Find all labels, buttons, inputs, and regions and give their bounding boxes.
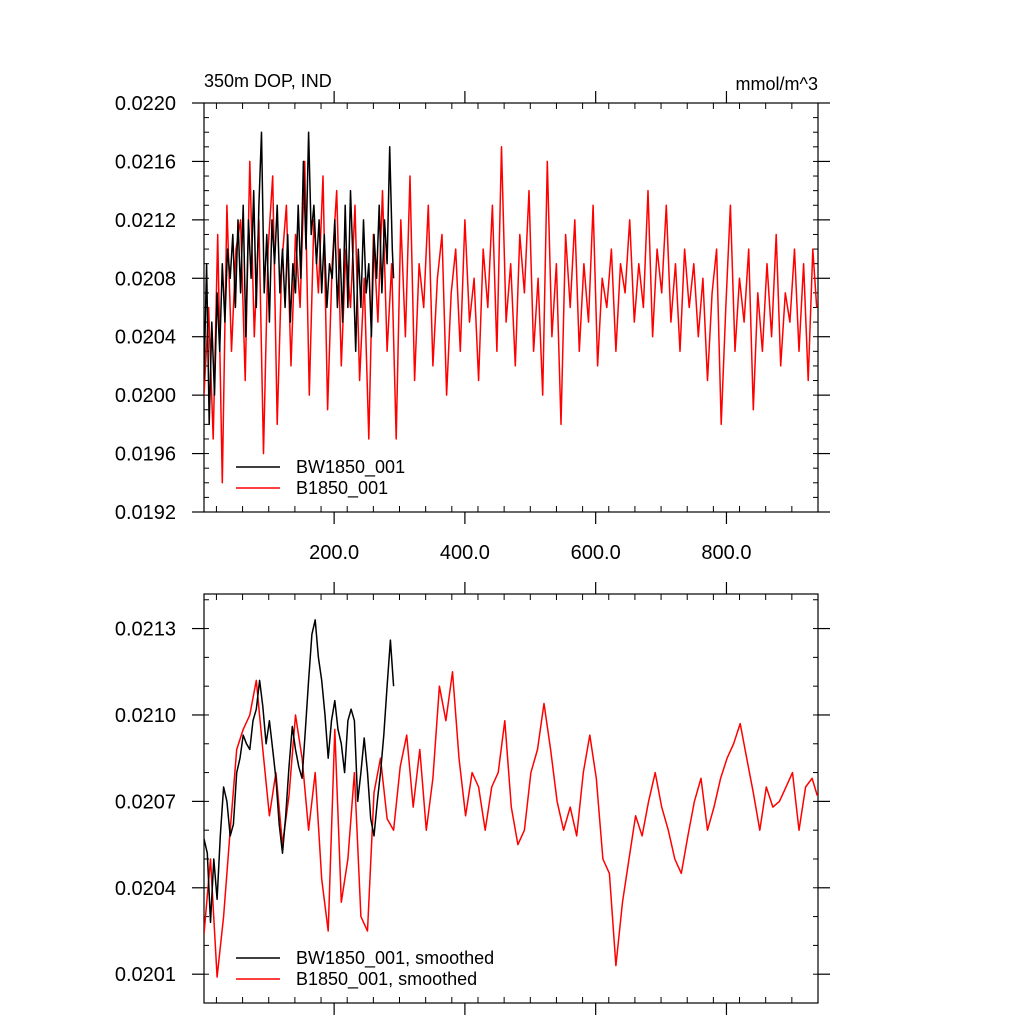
y-tick-label: 0.0208 bbox=[115, 268, 176, 290]
chart-title: 350m DOP, IND bbox=[204, 71, 332, 91]
y-tick-label: 0.0204 bbox=[115, 878, 176, 900]
legend-label: BW1850_001, smoothed bbox=[296, 948, 494, 969]
legend-label: B1850_001, smoothed bbox=[296, 969, 477, 990]
series-line-bw1850 bbox=[204, 131, 395, 426]
units-label: mmol/m^3 bbox=[736, 74, 818, 94]
y-tick-label: 0.0204 bbox=[115, 327, 176, 349]
x-tick-label: 600.0 bbox=[571, 542, 621, 564]
y-tick-label: 0.0207 bbox=[115, 791, 176, 813]
top-panel: 350m DOP, IND mmol/m^3 0.0192 0.0196 0.020… bbox=[115, 71, 830, 564]
legend-label: B1850_001 bbox=[296, 478, 388, 499]
y-tick-label: 0.0201 bbox=[115, 964, 176, 986]
y-tick-label: 0.0216 bbox=[115, 151, 176, 173]
legend-label: BW1850_001 bbox=[296, 457, 405, 478]
series-line-bw1850 bbox=[204, 619, 395, 924]
y-tick-label: 0.0210 bbox=[115, 705, 176, 727]
y-tick-label: 0.0196 bbox=[115, 444, 176, 466]
y-tick-label: 0.0200 bbox=[115, 385, 176, 407]
y-tick-label: 0.0192 bbox=[115, 502, 176, 524]
series-line-b1850 bbox=[204, 671, 818, 978]
series-line-b1850 bbox=[204, 146, 818, 484]
y-tick-label: 0.0220 bbox=[115, 93, 176, 115]
plot-frame bbox=[203, 593, 819, 1004]
bottom-panel: 0.0201 0.0204 0.0207 0.0210 0.0213 BW1850_001… bbox=[115, 582, 830, 1015]
x-tick-label: 200.0 bbox=[309, 542, 359, 564]
x-tick-label: 800.0 bbox=[701, 542, 751, 564]
y-tick-label: 0.0213 bbox=[115, 619, 176, 641]
x-tick-label: 400.0 bbox=[440, 542, 490, 564]
y-tick-label: 0.0212 bbox=[115, 210, 176, 232]
